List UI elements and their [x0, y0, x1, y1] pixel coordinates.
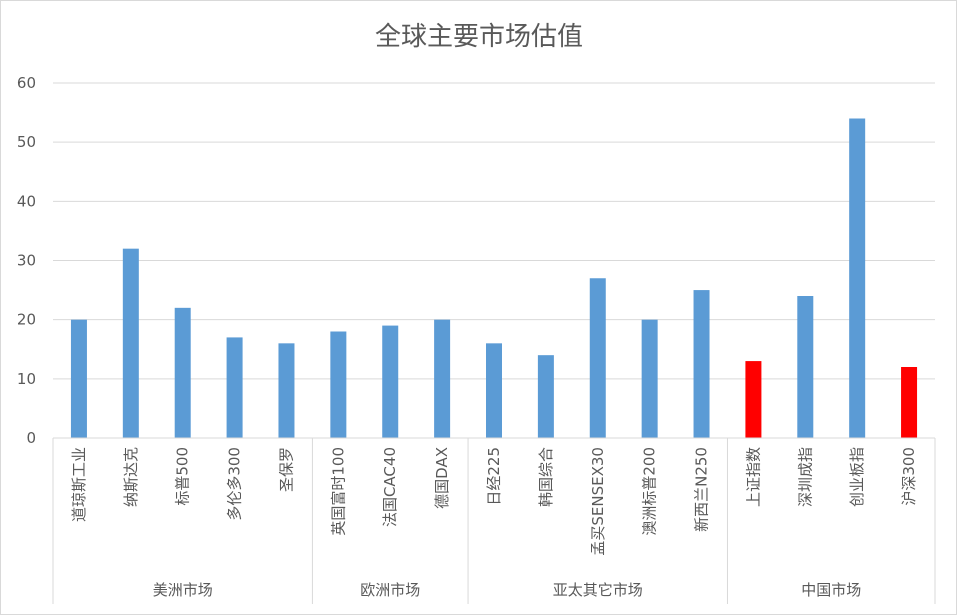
bar-4 — [278, 343, 295, 438]
bar-11 — [641, 319, 658, 438]
x-category-label: 澳洲标普200 — [641, 447, 659, 536]
bar-6 — [382, 325, 399, 438]
x-category-label: 道琼斯工业 — [70, 447, 88, 522]
bar-1 — [122, 248, 139, 438]
bar-10 — [589, 278, 606, 438]
x-axis — [52, 437, 936, 604]
x-axis-group-labels: 美洲市场 欧洲市场 亚太其它市场 中国市场 — [153, 581, 862, 599]
x-category-label: 孟买SENSEX30 — [589, 447, 607, 556]
bar-15 — [849, 118, 866, 438]
bar-7 — [434, 319, 451, 438]
x-category-label: 沪深300 — [900, 447, 918, 506]
bar-0 — [70, 319, 87, 438]
bar-9 — [537, 355, 554, 438]
bar-16 — [901, 367, 918, 438]
x-group-label: 美洲市场 — [153, 581, 213, 599]
bar-5 — [330, 331, 347, 438]
y-tick-label: 30 — [17, 252, 36, 270]
chart-title: 全球主要市场估值 — [375, 22, 583, 52]
x-category-label: 新西兰N250 — [693, 447, 711, 532]
x-category-label: 标普500 — [174, 447, 192, 506]
y-tick-label: 40 — [17, 192, 36, 210]
gridlines — [53, 82, 935, 380]
x-group-label: 亚太其它市场 — [553, 581, 643, 599]
x-category-label: 英国富时100 — [329, 447, 347, 536]
bars — [70, 118, 918, 438]
x-category-label: 上证指数 — [744, 447, 762, 507]
bar-14 — [797, 296, 814, 438]
x-category-label: 韩国综合 — [537, 447, 555, 507]
x-category-label: 纳斯达克 — [122, 447, 140, 507]
x-category-label: 多伦多300 — [226, 447, 244, 521]
y-axis-tick-labels: 0 10 20 30 40 50 60 — [17, 74, 36, 447]
x-axis-category-labels: 道琼斯工业 纳斯达克 标普500 多伦多300 圣保罗 英国富时100 法国CAC40 德国D… — [70, 447, 918, 556]
x-category-label: 法国CAC40 — [381, 447, 399, 527]
x-group-label: 欧洲市场 — [360, 581, 420, 599]
bar-13 — [745, 361, 762, 438]
y-tick-label: 20 — [17, 311, 36, 329]
x-category-label: 创业板指 — [848, 447, 866, 507]
y-tick-label: 10 — [17, 370, 36, 388]
x-category-label: 深圳成指 — [796, 447, 814, 507]
x-category-label: 日经225 — [485, 447, 503, 506]
x-group-label: 中国市场 — [801, 581, 861, 599]
bar-12 — [693, 290, 710, 438]
bar-3 — [226, 337, 243, 438]
y-tick-label: 50 — [17, 133, 36, 151]
x-category-label: 德国DAX — [433, 447, 451, 509]
y-tick-label: 0 — [26, 429, 36, 447]
x-category-label: 圣保罗 — [277, 447, 295, 492]
y-tick-label: 60 — [17, 74, 36, 92]
bar-2 — [174, 307, 191, 438]
bar-8 — [486, 343, 502, 438]
